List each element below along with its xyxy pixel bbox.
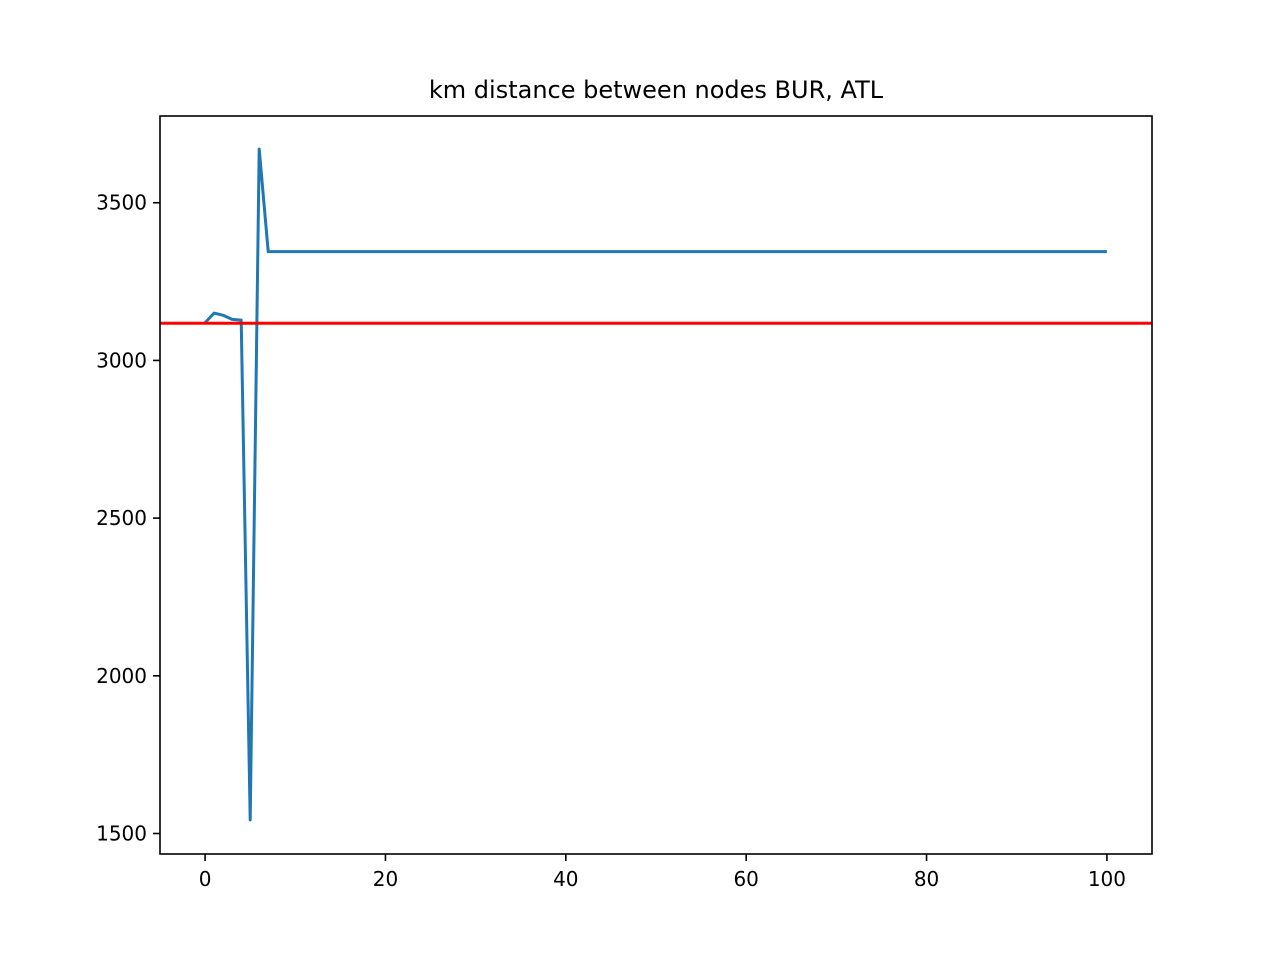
y-tick-label: 1500 (96, 822, 147, 846)
x-tick-label: 100 (1088, 867, 1126, 891)
y-tick-label: 2500 (96, 506, 147, 530)
plot-frame (159, 115, 1153, 855)
x-tick-label: 40 (553, 867, 578, 891)
y-tick-label: 3000 (96, 348, 147, 372)
series-line (204, 147, 1107, 822)
plot-series (160, 147, 1152, 822)
x-tick-label: 20 (373, 867, 398, 891)
x-tick-label: 80 (914, 867, 939, 891)
y-tick-label: 3500 (96, 191, 147, 215)
y-tick-label: 2000 (96, 664, 147, 688)
x-tick-label: 60 (733, 867, 758, 891)
chart-title: km distance between nodes BUR, ATL (429, 76, 884, 104)
x-tick-label: 0 (199, 867, 212, 891)
axis-ticks: 0 20 40 60 80 100 1500 2000 2500 3000 3500 (96, 191, 1126, 891)
